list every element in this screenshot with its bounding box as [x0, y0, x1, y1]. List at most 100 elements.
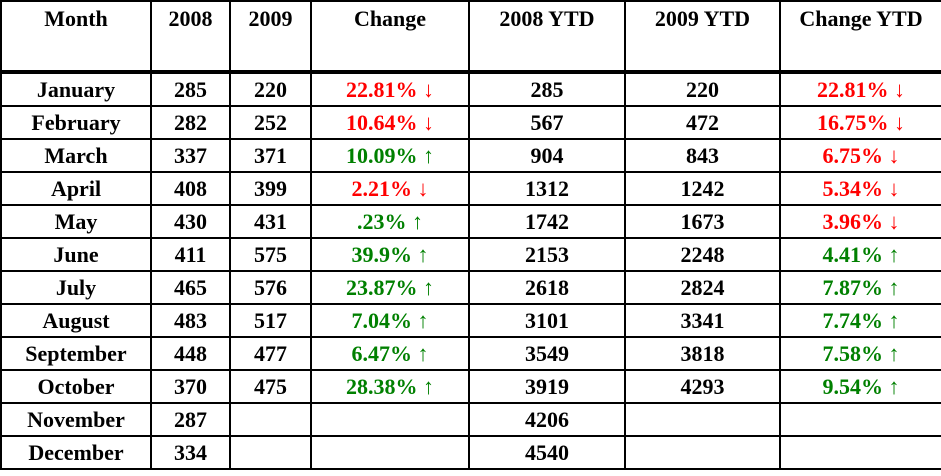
table-cell: 6.47% ↑ — [310, 336, 470, 371]
table-cell: 4540 — [468, 435, 626, 470]
table-cell: 337 — [150, 138, 231, 173]
table-row: September 448 477 6.47% ↑ 3549 3818 7.58% ↑ — [0, 336, 941, 371]
table-cell: February — [0, 105, 152, 140]
table-row: June 411 575 39.9% ↑ 2153 2248 4.41% ↑ — [0, 237, 941, 272]
table-cell: 3919 — [468, 369, 626, 404]
table-cell: .23% ↑ — [310, 204, 470, 239]
table-row: January 285 220 22.81% ↓ 285 220 22.81% ↓ — [0, 71, 941, 107]
table-cell: 2248 — [624, 237, 781, 272]
table-cell — [229, 402, 312, 437]
table-cell: 3549 — [468, 336, 626, 371]
table-cell — [779, 402, 941, 437]
table-cell: 1242 — [624, 171, 781, 206]
table-cell: 431 — [229, 204, 312, 239]
table-cell: 6.75% ↓ — [779, 138, 941, 173]
table-cell — [624, 402, 781, 437]
table-body: January 285 220 22.81% ↓ 285 220 22.81% ↓ Febru… — [0, 71, 941, 470]
table-cell: 576 — [229, 270, 312, 305]
table-cell: 3.96% ↓ — [779, 204, 941, 239]
table-cell: 282 — [150, 105, 231, 140]
table-cell: 7.74% ↑ — [779, 303, 941, 338]
table-row: February 282 252 10.64% ↓ 567 472 16.75% ↓ — [0, 105, 941, 140]
table-cell: 399 — [229, 171, 312, 206]
table-cell: 4.41% ↑ — [779, 237, 941, 272]
table-cell — [779, 435, 941, 470]
table-cell: 904 — [468, 138, 626, 173]
table-cell: 843 — [624, 138, 781, 173]
table-cell: 39.9% ↑ — [310, 237, 470, 272]
header-cell: 2008 YTD — [468, 0, 626, 74]
table-row: October 370 475 28.38% ↑ 3919 4293 9.54% ↑ — [0, 369, 941, 404]
table-cell: 2.21% ↓ — [310, 171, 470, 206]
table-cell: 1312 — [468, 171, 626, 206]
table-row: December 334 4540 — [0, 435, 941, 470]
table-cell: 285 — [468, 71, 626, 107]
table-cell: June — [0, 237, 152, 272]
header-cell: Change YTD — [779, 0, 941, 74]
table-row: May 430 431.23% ↑ 1742 1673 3.96% ↓ — [0, 204, 941, 239]
table-cell: 408 — [150, 171, 231, 206]
table-cell: 3341 — [624, 303, 781, 338]
table-cell: 3818 — [624, 336, 781, 371]
table-cell: 483 — [150, 303, 231, 338]
table-cell: 334 — [150, 435, 231, 470]
table-cell: 287 — [150, 402, 231, 437]
header-cell: 2008 — [150, 0, 231, 74]
table-cell: March — [0, 138, 152, 173]
table-cell: 4206 — [468, 402, 626, 437]
table-cell: 10.64% ↓ — [310, 105, 470, 140]
table-cell: 7.87% ↑ — [779, 270, 941, 305]
table-cell: 2618 — [468, 270, 626, 305]
table-cell: 517 — [229, 303, 312, 338]
table-cell: July — [0, 270, 152, 305]
table-row: April 408 399 2.21% ↓ 1312 1242 5.34% ↓ — [0, 171, 941, 206]
table-cell: 2824 — [624, 270, 781, 305]
table-cell: December — [0, 435, 152, 470]
table-cell: 22.81% ↓ — [310, 71, 470, 107]
table-cell: 16.75% ↓ — [779, 105, 941, 140]
table-cell — [310, 435, 470, 470]
table-cell: 252 — [229, 105, 312, 140]
table-cell: 9.54% ↑ — [779, 369, 941, 404]
table-cell: 7.04% ↑ — [310, 303, 470, 338]
table-row: March 337 371 10.09% ↑ 904 843 6.75% ↓ — [0, 138, 941, 173]
table-cell: October — [0, 369, 152, 404]
table-cell — [229, 435, 312, 470]
table-cell: 5.34% ↓ — [779, 171, 941, 206]
header-cell: 2009 YTD — [624, 0, 781, 74]
header-cell: Month — [0, 0, 152, 74]
table-cell: 4293 — [624, 369, 781, 404]
table-cell: 465 — [150, 270, 231, 305]
table-cell: 3101 — [468, 303, 626, 338]
table-cell: 28.38% ↑ — [310, 369, 470, 404]
table-cell — [624, 435, 781, 470]
table-cell: 448 — [150, 336, 231, 371]
table-cell: 370 — [150, 369, 231, 404]
table-cell: 2153 — [468, 237, 626, 272]
table-cell: 285 — [150, 71, 231, 107]
table-cell: 475 — [229, 369, 312, 404]
table-cell: 1742 — [468, 204, 626, 239]
table-cell: May — [0, 204, 152, 239]
table-cell: November — [0, 402, 152, 437]
table-cell: April — [0, 171, 152, 206]
table-cell: 1673 — [624, 204, 781, 239]
table-cell: 477 — [229, 336, 312, 371]
table-cell: 575 — [229, 237, 312, 272]
table-cell: 220 — [229, 71, 312, 107]
table-row: August 483 517 7.04% ↑ 3101 3341 7.74% ↑ — [0, 303, 941, 338]
header-cell: 2009 — [229, 0, 312, 74]
table-cell: 371 — [229, 138, 312, 173]
table-cell: 411 — [150, 237, 231, 272]
table-cell — [310, 402, 470, 437]
table-cell: 10.09% ↑ — [310, 138, 470, 173]
table-row: November 287 4206 — [0, 402, 941, 437]
table-cell: 430 — [150, 204, 231, 239]
table-cell: January — [0, 71, 152, 107]
table-cell: September — [0, 336, 152, 371]
table-row: July 465 576 23.87% ↑ 2618 2824 7.87% ↑ — [0, 270, 941, 305]
table-cell: 7.58% ↑ — [779, 336, 941, 371]
table-cell: 220 — [624, 71, 781, 107]
